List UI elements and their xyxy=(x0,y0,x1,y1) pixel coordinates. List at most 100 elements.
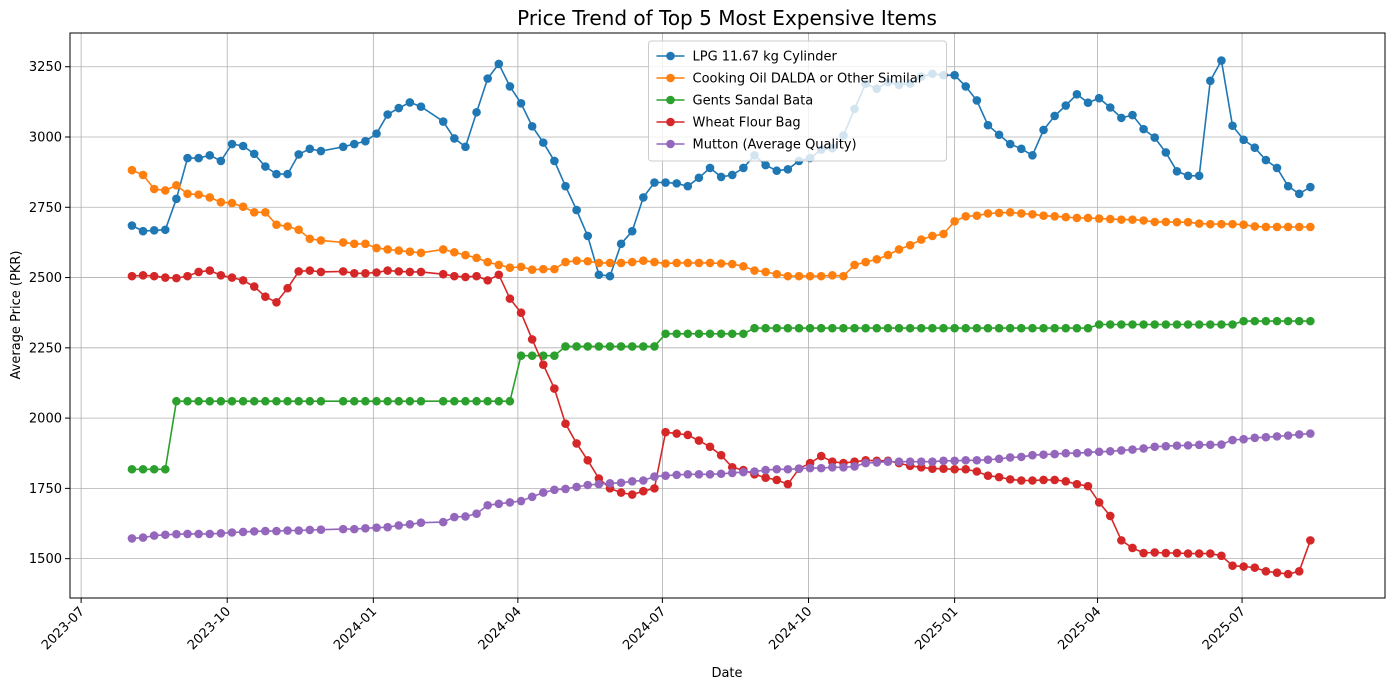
data-point xyxy=(1239,562,1248,571)
data-point xyxy=(183,396,192,406)
data-point xyxy=(461,396,470,406)
data-point xyxy=(783,323,793,333)
data-point xyxy=(405,247,415,256)
data-point xyxy=(661,178,670,187)
data-point xyxy=(1261,432,1271,442)
x-tick-label: 2025-01 xyxy=(912,604,961,653)
data-point xyxy=(1283,431,1293,440)
data-point xyxy=(1228,121,1237,131)
data-point xyxy=(1228,435,1237,445)
data-point xyxy=(1183,549,1193,558)
y-tick-label: 2750 xyxy=(29,201,62,216)
data-point xyxy=(294,526,303,535)
data-point xyxy=(983,323,993,333)
data-point xyxy=(338,396,348,406)
data-point xyxy=(450,271,459,281)
data-point xyxy=(205,529,215,539)
y-axis-label: Average Price (PKR) xyxy=(9,251,24,380)
data-point xyxy=(361,523,370,533)
data-point xyxy=(1094,447,1104,457)
data-point xyxy=(683,258,693,268)
data-point xyxy=(238,276,248,285)
data-point xyxy=(639,193,648,202)
data-point xyxy=(438,517,448,527)
data-point xyxy=(839,323,848,333)
data-point xyxy=(450,396,459,406)
data-point xyxy=(472,396,481,406)
data-point xyxy=(1005,475,1015,484)
data-point xyxy=(750,323,759,333)
data-point xyxy=(183,189,192,199)
data-point xyxy=(216,156,226,166)
data-point xyxy=(461,142,470,152)
data-point xyxy=(338,267,348,276)
data-point xyxy=(1039,475,1048,485)
data-point xyxy=(1283,181,1293,191)
data-point xyxy=(1128,215,1137,224)
data-point xyxy=(1083,448,1093,457)
data-point xyxy=(716,469,726,479)
data-point xyxy=(627,226,637,236)
data-point xyxy=(294,225,303,235)
data-point xyxy=(127,271,137,281)
data-point xyxy=(639,256,648,265)
data-point xyxy=(527,122,537,131)
data-point xyxy=(216,197,226,207)
data-point xyxy=(338,142,348,152)
data-point xyxy=(939,323,948,333)
data-point xyxy=(316,267,326,277)
data-point xyxy=(627,257,637,267)
data-point xyxy=(305,266,315,275)
data-point xyxy=(705,329,715,339)
data-point xyxy=(1294,189,1304,199)
data-point xyxy=(850,462,859,471)
data-point xyxy=(1150,442,1160,452)
data-point xyxy=(172,396,181,406)
data-point xyxy=(650,257,659,267)
data-point xyxy=(405,396,415,406)
data-point xyxy=(205,150,215,160)
data-point xyxy=(650,472,659,481)
data-point xyxy=(1206,320,1215,329)
data-point xyxy=(261,162,270,171)
data-point xyxy=(939,464,948,473)
data-point xyxy=(1117,113,1126,123)
data-point xyxy=(527,335,537,344)
data-point xyxy=(950,70,959,80)
data-point xyxy=(672,258,681,268)
data-point xyxy=(294,396,303,406)
data-point xyxy=(1139,548,1148,558)
data-point xyxy=(1183,441,1193,450)
data-point xyxy=(216,271,226,280)
data-point xyxy=(872,323,882,333)
data-point xyxy=(761,267,770,277)
data-point xyxy=(283,526,292,535)
legend-marker xyxy=(666,73,675,83)
data-point xyxy=(1194,440,1204,450)
data-point xyxy=(805,463,815,473)
series xyxy=(127,316,1315,474)
data-point xyxy=(1039,125,1048,135)
data-point xyxy=(639,342,648,351)
data-point xyxy=(138,533,148,542)
x-tick-label: 2025-07 xyxy=(1200,604,1249,653)
data-point xyxy=(1072,323,1082,333)
data-point xyxy=(727,329,737,339)
data-point xyxy=(472,509,481,518)
data-point xyxy=(1161,441,1171,451)
data-point xyxy=(450,247,459,257)
data-point xyxy=(816,271,826,281)
data-point xyxy=(272,297,281,307)
data-point xyxy=(739,467,748,477)
data-point xyxy=(583,342,593,351)
data-point xyxy=(783,271,793,281)
data-point xyxy=(1083,323,1093,333)
data-point xyxy=(750,467,759,476)
data-point xyxy=(572,482,581,492)
data-point xyxy=(828,462,837,472)
data-point xyxy=(994,472,1004,482)
data-point xyxy=(516,98,526,108)
data-point xyxy=(1239,135,1248,145)
data-point xyxy=(1017,476,1026,485)
data-point xyxy=(672,179,681,188)
